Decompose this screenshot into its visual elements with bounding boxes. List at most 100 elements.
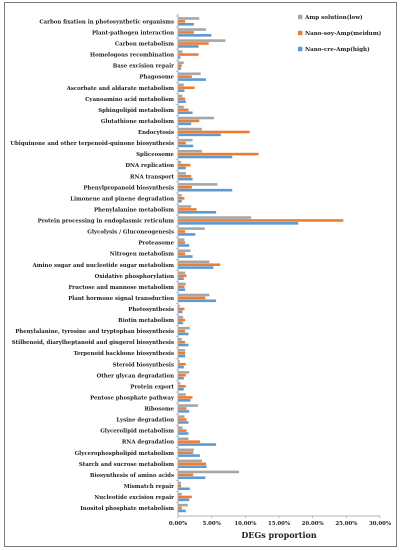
x-tick-label: 5.00% xyxy=(203,521,221,527)
bar-nano-cre-amp-high xyxy=(178,222,299,225)
bar-nano-cre-amp-high xyxy=(178,354,186,358)
x-tick-label: 25.00% xyxy=(335,521,357,527)
bar-nano-soy-amp-medium xyxy=(178,152,259,156)
bar-nano-soy-amp-medium xyxy=(178,407,187,410)
bar-amp-solution-low xyxy=(178,437,189,441)
bar-nano-soy-amp-medium xyxy=(178,197,185,200)
bar-nano-soy-amp-medium xyxy=(178,329,186,333)
bar-nano-cre-amp-high xyxy=(178,22,194,26)
category-label: Starch and sucrose metabolism xyxy=(79,462,174,468)
bar-amp-solution-low xyxy=(178,227,205,230)
bar-nano-cre-amp-high xyxy=(178,443,217,446)
bar-nano-cre-amp-high xyxy=(178,288,186,292)
bar-amp-solution-low xyxy=(178,194,182,197)
bar-amp-solution-low xyxy=(178,160,182,164)
bar-amp-solution-low xyxy=(178,293,210,297)
category-label: Protein processing in endoplasmic reticu… xyxy=(38,219,175,225)
bar-nano-soy-amp-medium xyxy=(178,185,192,189)
bar-amp-solution-low xyxy=(178,459,202,463)
bar-nano-soy-amp-medium xyxy=(178,252,186,255)
bar-nano-cre-amp-high xyxy=(178,321,184,325)
bar-amp-solution-low xyxy=(178,216,252,219)
bar-nano-cre-amp-high xyxy=(178,509,186,513)
bar-nano-cre-amp-high xyxy=(178,476,206,480)
bar-nano-soy-amp-medium xyxy=(178,506,182,510)
bar-amp-solution-low xyxy=(178,72,201,76)
bar-nano-soy-amp-medium xyxy=(178,418,187,421)
bar-amp-solution-low xyxy=(178,382,181,385)
bar-nano-cre-amp-high xyxy=(178,332,189,336)
bar-nano-cre-amp-high xyxy=(178,299,217,303)
bar-nano-soy-amp-medium xyxy=(178,285,185,289)
bar-amp-solution-low xyxy=(178,205,192,208)
bar-nano-cre-amp-high xyxy=(178,310,183,314)
category-label: Proteasome xyxy=(138,241,174,247)
bar-nano-cre-amp-high xyxy=(178,277,184,280)
bar-nano-soy-amp-medium xyxy=(178,31,194,34)
bar-nano-soy-amp-medium xyxy=(178,97,186,101)
bar-nano-soy-amp-medium xyxy=(178,318,186,322)
bar-nano-soy-amp-medium xyxy=(178,340,186,344)
bar-nano-cre-amp-high xyxy=(178,432,189,435)
category-label: Glutathione metabolism xyxy=(101,119,174,125)
bar-nano-soy-amp-medium xyxy=(178,274,187,278)
bar-nano-soy-amp-medium xyxy=(178,396,193,399)
category-label: Limonene and pinene degradation xyxy=(70,196,174,202)
bar-nano-soy-amp-medium xyxy=(178,42,209,45)
bar-amp-solution-low xyxy=(178,238,185,241)
bar-amp-solution-low xyxy=(178,94,183,98)
category-label: Steroid biosynthesis xyxy=(113,362,174,368)
legend-label: Amp solution(low) xyxy=(304,14,363,21)
category-label: RNA transport xyxy=(130,174,174,180)
bar-nano-cre-amp-high xyxy=(178,100,186,103)
legend-swatch xyxy=(298,46,303,52)
bar-nano-cre-amp-high xyxy=(178,111,193,115)
category-label: Biotin metabolism xyxy=(118,318,174,324)
bar-amp-solution-low xyxy=(178,271,186,275)
bar-nano-soy-amp-medium xyxy=(178,429,187,432)
category-label: Carbon metabolism xyxy=(115,42,174,48)
bar-amp-solution-low xyxy=(178,371,190,374)
bar-nano-cre-amp-high xyxy=(178,421,189,424)
bar-nano-cre-amp-high xyxy=(178,454,200,457)
bar-amp-solution-low xyxy=(178,61,184,65)
bar-nano-soy-amp-medium xyxy=(178,108,189,112)
legend-swatch xyxy=(298,14,303,20)
bar-nano-soy-amp-medium xyxy=(178,163,191,167)
bar-nano-soy-amp-medium xyxy=(178,263,221,266)
bar-amp-solution-low xyxy=(178,326,190,330)
bar-nano-soy-amp-medium xyxy=(178,20,186,23)
bar-amp-solution-low xyxy=(178,138,193,142)
bar-nano-cre-amp-high xyxy=(178,211,217,214)
x-tick-label: 0.00% xyxy=(169,521,187,527)
bar-nano-cre-amp-high xyxy=(178,465,207,468)
bar-nano-cre-amp-high xyxy=(178,45,199,48)
bar-nano-soy-amp-medium xyxy=(178,374,186,377)
category-label: Plant hormone signal transduction xyxy=(68,296,174,302)
bar-nano-soy-amp-medium xyxy=(178,495,192,499)
category-label: Nitrogen metabolism xyxy=(110,252,175,258)
bar-nano-soy-amp-medium xyxy=(178,86,195,90)
legend-label: Nano-cre-Amp(high) xyxy=(305,46,370,53)
bar-nano-soy-amp-medium xyxy=(178,53,199,56)
category-label: Glycerophospholipid metabolism xyxy=(75,451,175,457)
bar-nano-cre-amp-high xyxy=(178,177,193,181)
bar-nano-soy-amp-medium xyxy=(178,119,200,123)
bar-nano-cre-amp-high xyxy=(178,133,221,137)
bar-nano-soy-amp-medium xyxy=(178,473,194,477)
x-tick-label: 10.00% xyxy=(234,521,256,527)
category-label: Pentose phosphate pathway xyxy=(90,395,175,401)
bar-amp-solution-low xyxy=(178,83,184,87)
category-label: Inositol phosphate metabolism xyxy=(80,506,174,512)
bar-nano-soy-amp-medium xyxy=(178,451,194,455)
category-label: Amino sugar and nucleotide sugar metabol… xyxy=(32,263,175,269)
legend-swatch xyxy=(298,30,303,36)
bar-nano-soy-amp-medium xyxy=(178,484,182,488)
bar-nano-cre-amp-high xyxy=(178,399,191,402)
x-axis-title: DEGs proportion xyxy=(241,530,317,540)
bar-amp-solution-low xyxy=(178,172,186,175)
bar-amp-solution-low xyxy=(178,260,210,264)
bar-amp-solution-low xyxy=(178,105,184,109)
bar-nano-cre-amp-high xyxy=(178,56,181,59)
